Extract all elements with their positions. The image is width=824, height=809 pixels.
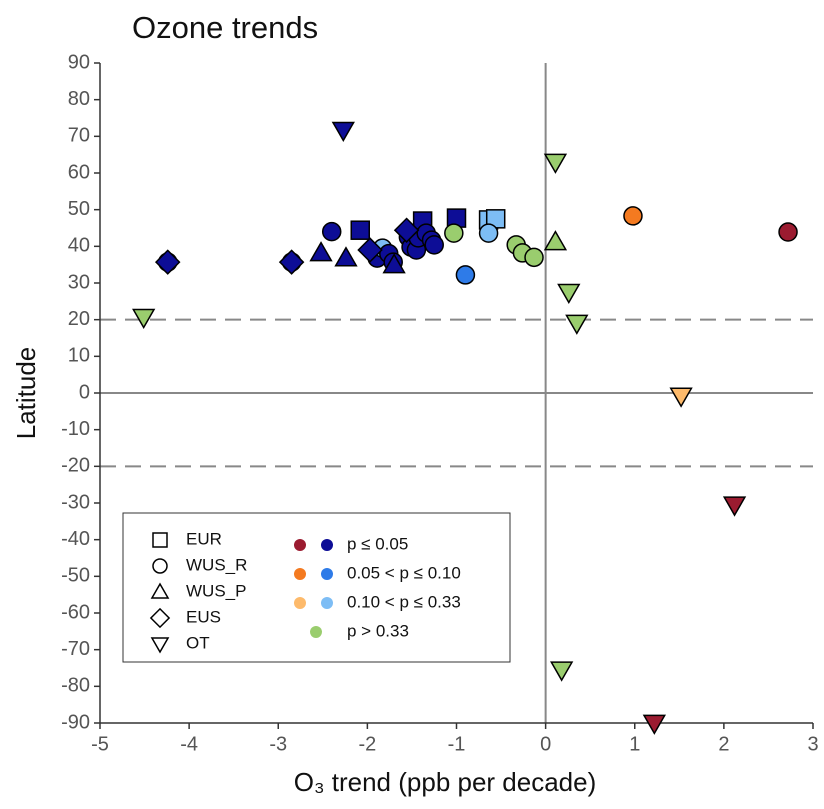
legend-color-dot (294, 597, 306, 609)
legend-label: 0.05 < p ≤ 0.10 (347, 563, 461, 582)
y-tick-label: 20 (68, 308, 90, 330)
y-tick-label: 30 (68, 271, 90, 293)
x-tick-label: -4 (180, 733, 198, 755)
x-axis-label: O₃ trend (ppb per decade) (294, 767, 597, 797)
x-tick-label: -3 (269, 733, 287, 755)
legend-color-dot (321, 597, 333, 609)
data-point (778, 222, 798, 242)
legend-marker (152, 558, 168, 574)
data-point (623, 206, 643, 226)
data-point (669, 387, 693, 408)
y-tick-label: 70 (68, 125, 90, 147)
data-point (331, 121, 355, 142)
x-tick-label: 0 (540, 733, 551, 755)
data-point (321, 221, 342, 242)
legend-color-dot (294, 539, 306, 551)
y-tick-label: 0 (79, 381, 90, 403)
data-point (543, 230, 568, 251)
y-tick-label: -80 (61, 675, 90, 697)
legend-label: p > 0.33 (347, 621, 409, 640)
data-point (357, 237, 383, 263)
data-point (444, 223, 464, 243)
x-tick-label: 1 (629, 733, 640, 755)
data-point (154, 249, 181, 275)
data-point (132, 308, 156, 329)
y-axis-label: Latitude (11, 347, 41, 440)
data-point (334, 246, 358, 267)
data-point (278, 249, 305, 275)
y-tick-label: -20 (61, 455, 90, 477)
data-point (722, 496, 747, 517)
x-tick-label: -2 (358, 733, 376, 755)
data-point (550, 661, 574, 682)
legend-color-dot (321, 568, 333, 580)
x-tick-label: -1 (448, 733, 466, 755)
data-point (455, 265, 476, 285)
legend-marker (149, 607, 171, 629)
data-point (642, 714, 667, 735)
chart-title: Ozone trends (132, 10, 318, 45)
y-tick-label: -60 (61, 601, 90, 623)
y-tick-label: -50 (61, 565, 90, 587)
legend-marker (152, 532, 168, 548)
data-point (393, 217, 420, 243)
legend-color-dot (310, 626, 322, 638)
y-tick-label: -70 (61, 638, 90, 660)
y-tick-label: 60 (68, 161, 90, 183)
y-tick-label: -10 (61, 418, 90, 440)
y-tick-label: 90 (68, 51, 90, 73)
data-point (565, 314, 589, 335)
x-tick-label: 2 (718, 733, 729, 755)
y-tick-label: -30 (61, 491, 90, 513)
y-tick-label: 40 (68, 235, 90, 257)
legend-color-dot (294, 568, 306, 580)
y-tick-label: 10 (68, 345, 90, 367)
legend-label: EUR (186, 529, 222, 548)
data-point (309, 241, 333, 262)
data-point (478, 223, 499, 243)
legend-label: p ≤ 0.05 (347, 534, 408, 553)
data-point (382, 253, 406, 274)
y-tick-label: 50 (68, 198, 90, 220)
data-point (543, 153, 568, 174)
legend-label: EUS (186, 607, 221, 626)
x-tick-label: 3 (807, 733, 818, 755)
legend-label: WUS_P (186, 581, 246, 600)
legend-box (122, 512, 511, 663)
y-tick-label: 80 (68, 88, 90, 110)
legend-label: 0.10 < p ≤ 0.33 (347, 592, 461, 611)
legend-label: WUS_R (186, 555, 247, 574)
data-point (524, 247, 544, 268)
legend-marker (150, 582, 170, 599)
data-point (557, 283, 581, 305)
legend-marker (150, 637, 170, 654)
x-tick-label: -5 (91, 733, 109, 755)
y-tick-label: -40 (61, 528, 90, 550)
legend-label: OT (186, 633, 210, 652)
legend-color-dot (321, 539, 333, 551)
data-point (424, 235, 444, 255)
data-point (350, 220, 370, 240)
y-tick-label: -90 (61, 711, 90, 733)
